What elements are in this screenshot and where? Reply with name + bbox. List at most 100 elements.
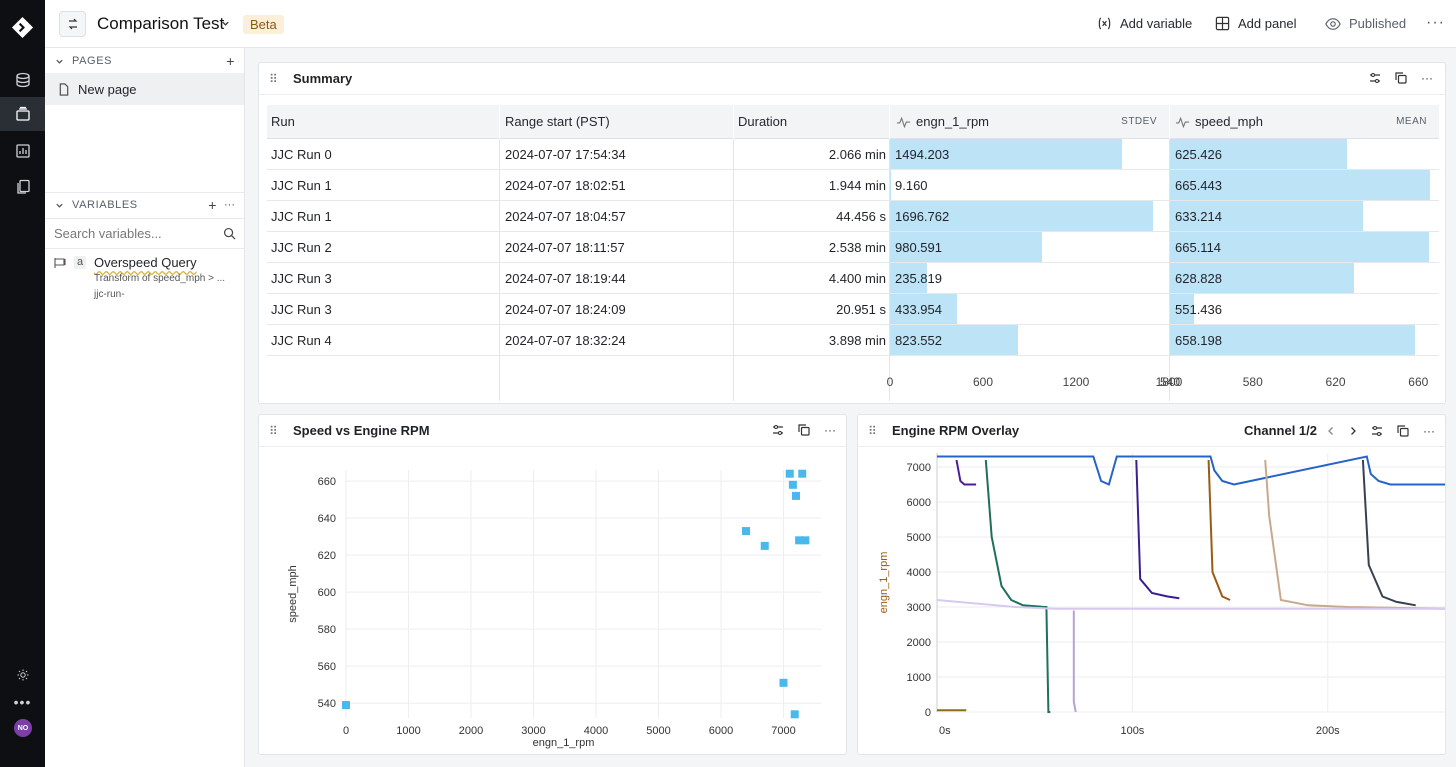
search-input[interactable] <box>54 226 214 241</box>
workbooks-icon[interactable] <box>0 97 45 131</box>
rpm-axis-tick: 600 <box>972 375 994 389</box>
scatter-point[interactable] <box>795 536 804 545</box>
series-line[interactable] <box>1072 610 1077 713</box>
overlay-chart[interactable]: 0 1000 2000 3000 4000 5000 6000 7000 0s 100s 200s e… <box>858 448 1445 754</box>
speed-axis-tick: 540 <box>1159 375 1181 389</box>
add-variable-icon[interactable]: + <box>208 197 217 213</box>
divider <box>499 139 500 401</box>
table-row[interactable]: JJC Run 2 2024-07-07 18:11:57 2.538 min 980… <box>267 232 1439 263</box>
documents-icon[interactable] <box>12 176 33 197</box>
column-header-speed[interactable]: speed_mph MEAN <box>1170 105 1439 139</box>
y-tick-label: 1000 <box>907 672 931 684</box>
series-line[interactable] <box>936 599 1445 610</box>
series-line[interactable] <box>984 459 1051 713</box>
table-row[interactable]: JJC Run 3 2024-07-07 18:19:44 4.400 min 235… <box>267 263 1439 294</box>
scatter-point[interactable] <box>779 678 788 687</box>
chevron-right-icon[interactable] <box>1349 426 1357 436</box>
app-logo-icon[interactable] <box>11 16 34 39</box>
x-tick-label: 1000 <box>396 725 420 737</box>
cell-speed: 665.114 <box>1175 239 1222 255</box>
variables-section-header[interactable]: VARIABLES + ··· <box>45 193 245 217</box>
more-icon[interactable]: ••• <box>13 693 32 710</box>
channel-indicator: Channel 1/2 <box>1244 423 1317 438</box>
chevron-down-icon[interactable] <box>221 19 230 28</box>
pages-section-header[interactable]: PAGES + <box>45 49 245 73</box>
speed-stat-label[interactable]: MEAN <box>1396 116 1427 127</box>
published-button[interactable]: Published <box>1325 16 1406 31</box>
series-line[interactable] <box>1135 459 1180 600</box>
speed-bar <box>1170 232 1429 262</box>
duplicate-icon[interactable] <box>1395 72 1407 84</box>
more-options-icon[interactable]: ··· <box>1426 14 1445 31</box>
scatter-point[interactable] <box>798 469 807 478</box>
table-row[interactable]: JJC Run 1 2024-07-07 18:04:57 44.456 s 1696… <box>267 201 1439 232</box>
panel-more-icon[interactable]: ··· <box>824 423 836 437</box>
theme-icon[interactable] <box>12 664 33 685</box>
cell-speed: 633.214 <box>1175 208 1222 224</box>
panel-more-icon[interactable]: ··· <box>1421 71 1433 85</box>
cell-run: JJC Run 3 <box>271 271 332 286</box>
drag-handle-icon[interactable]: ⠿ <box>269 423 278 438</box>
series-line[interactable] <box>1207 459 1231 601</box>
chart-icon[interactable] <box>12 140 33 161</box>
series-line[interactable] <box>937 455 1445 486</box>
settings-sliders-icon[interactable] <box>1369 72 1381 84</box>
chevron-down-icon[interactable] <box>55 57 64 66</box>
scatter-point[interactable] <box>801 536 810 545</box>
column-header-duration[interactable]: Duration <box>734 105 889 139</box>
beta-badge: Beta <box>243 15 284 34</box>
scatter-point[interactable] <box>342 701 350 710</box>
drag-handle-icon[interactable]: ⠿ <box>269 71 278 86</box>
add-variable-button[interactable]: Add variable <box>1097 16 1192 31</box>
chevron-left-icon[interactable] <box>1327 426 1335 436</box>
scatter-point[interactable] <box>790 710 799 719</box>
drag-handle-icon[interactable]: ⠿ <box>868 423 877 438</box>
table-row[interactable]: JJC Run 0 2024-07-07 17:54:34 2.066 min 149… <box>267 139 1439 170</box>
y-tick-label: 2000 <box>907 637 931 649</box>
toggle-panel-button[interactable] <box>59 11 86 37</box>
scatter-point[interactable] <box>742 527 750 536</box>
panel-more-icon[interactable]: ··· <box>1423 423 1435 438</box>
add-panel-button[interactable]: Add panel <box>1215 16 1297 31</box>
settings-sliders-icon[interactable] <box>1371 425 1383 437</box>
series-line[interactable] <box>1361 459 1416 607</box>
settings-sliders-icon[interactable] <box>772 424 784 436</box>
scatter-point[interactable] <box>760 541 769 550</box>
workbook-title[interactable]: Comparison Test <box>97 14 225 33</box>
cell-run: JJC Run 1 <box>271 178 332 193</box>
y-tick-label: 7000 <box>907 462 931 474</box>
variable-item[interactable]: a Overspeed Query Transform of speed_mph… <box>45 253 244 303</box>
table-row[interactable]: JJC Run 1 2024-07-07 18:02:51 1.944 min 9.1… <box>267 170 1439 201</box>
rpm-stat-label[interactable]: STDEV <box>1121 116 1157 127</box>
chevron-down-icon[interactable] <box>55 201 64 210</box>
column-header-run[interactable]: Run <box>267 105 499 139</box>
scatter-point[interactable] <box>792 491 800 500</box>
speed-bar <box>1170 139 1347 169</box>
scatter-chart[interactable]: 0 1000 2000 3000 4000 5000 6000 7000 540 560 580 60… <box>259 448 846 754</box>
variable-type-badge: a <box>74 256 86 269</box>
duplicate-icon[interactable] <box>798 424 810 436</box>
sidebar-item-new-page[interactable]: New page <box>45 73 244 105</box>
series-line[interactable] <box>955 459 977 486</box>
duplicate-icon[interactable] <box>1397 424 1409 437</box>
add-page-icon[interactable]: + <box>226 53 235 69</box>
database-icon[interactable] <box>12 69 33 90</box>
cell-rpm: 9.160 <box>895 177 928 193</box>
avatar[interactable]: NO <box>14 719 32 737</box>
variables-more-icon[interactable]: ··· <box>224 199 235 211</box>
column-header-range-start[interactable]: Range start (PST) <box>500 105 733 139</box>
column-header-rpm[interactable]: engn_1_rpm STDEV <box>890 105 1169 139</box>
table-row[interactable]: JJC Run 3 2024-07-07 18:24:09 20.951 s 433.… <box>267 294 1439 325</box>
cell-run: JJC Run 1 <box>271 209 332 224</box>
search-icon[interactable] <box>223 227 236 240</box>
series-line[interactable] <box>1264 459 1445 610</box>
pages-header-label: PAGES <box>72 55 113 67</box>
scatter-point[interactable] <box>788 480 797 489</box>
x-tick-label: 5000 <box>646 725 670 737</box>
rpm-axis-tick: 1200 <box>1062 375 1090 389</box>
x-tick-label: 3000 <box>521 725 545 737</box>
table-row[interactable]: JJC Run 4 2024-07-07 18:32:24 3.898 min 823… <box>267 325 1439 356</box>
variable-name[interactable]: Overspeed Query <box>94 255 197 270</box>
scatter-point[interactable] <box>785 469 794 478</box>
variable-icon <box>1098 17 1111 30</box>
